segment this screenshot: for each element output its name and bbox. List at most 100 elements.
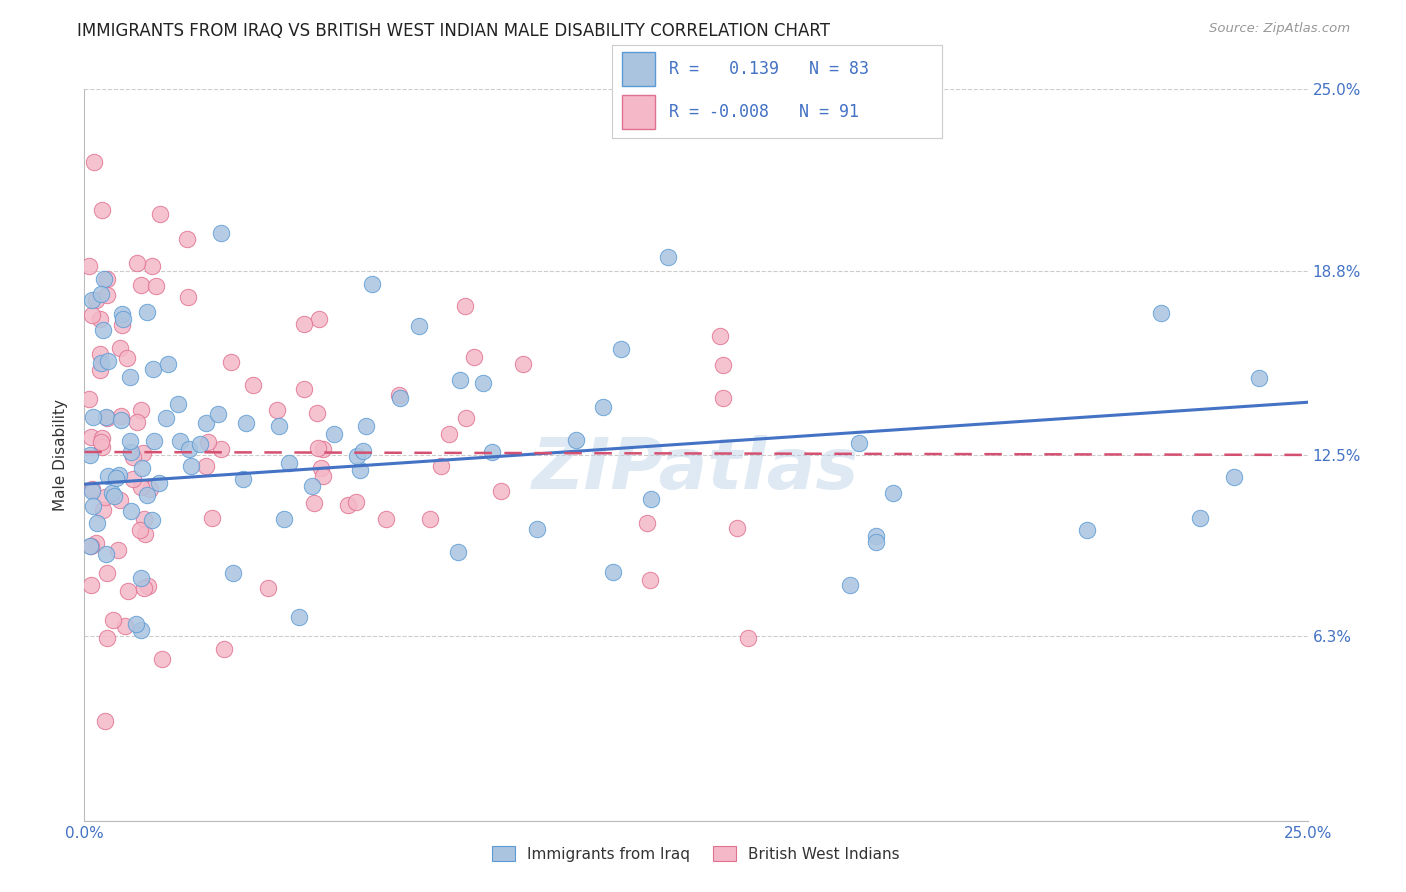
Point [848,436,870,450]
Point [82,482,104,496]
Point [142,361,165,376]
Point [111,318,134,333]
Point [110,413,132,427]
Point [107,543,129,558]
Point [136,579,159,593]
Point [90,287,112,301]
Y-axis label: Male Disability: Male Disability [53,399,69,511]
Point [449,373,471,387]
Point [125,256,148,270]
Point [94,714,117,728]
Point [103,489,125,503]
Point [155,410,177,425]
Point [79,392,101,406]
Point [709,329,731,343]
Point [84,535,107,549]
Text: ZIPatlas: ZIPatlas [533,435,859,504]
Point [288,610,311,624]
Point [120,504,142,518]
Point [108,341,131,355]
Point [125,416,148,430]
Point [176,232,198,246]
Point [865,535,887,549]
Point [882,486,904,500]
Point [312,468,335,483]
Text: R =   0.139   N = 83: R = 0.139 N = 83 [669,60,869,78]
Point [134,581,156,595]
Point [180,458,202,473]
Point [481,445,503,459]
Point [110,493,132,508]
Point [136,304,159,318]
Point [195,416,218,430]
Point [91,323,114,337]
Point [96,631,118,645]
Point [169,434,191,448]
Point [115,351,138,365]
Point [737,631,759,645]
Point [207,407,229,421]
Point [312,442,335,456]
Point [346,449,368,463]
Point [96,566,118,580]
Point [337,498,360,512]
Point [419,511,441,525]
Point [1223,470,1246,484]
Point [408,318,430,333]
Point [292,382,315,396]
Point [89,363,111,377]
Point [463,351,485,365]
Point [429,458,451,473]
Legend: Immigrants from Iraq, British West Indians: Immigrants from Iraq, British West India… [486,839,905,868]
Point [602,565,624,579]
Text: Source: ZipAtlas.com: Source: ZipAtlas.com [1209,22,1350,36]
Point [489,484,512,499]
Point [89,311,111,326]
Point [148,476,170,491]
Point [93,502,115,516]
Point [375,512,398,526]
Point [212,642,235,657]
Point [80,540,103,554]
Point [141,513,163,527]
Point [131,446,153,460]
Bar [621,95,655,129]
Point [636,516,658,531]
Point [725,521,748,535]
Point [129,277,152,292]
Point [640,491,662,506]
Point [526,522,548,536]
Point [120,445,142,459]
Point [90,431,112,445]
Point [122,450,145,464]
Point [83,155,105,169]
Point [1188,511,1211,525]
Bar [621,52,655,86]
Point [1150,306,1173,320]
Point [349,463,371,477]
Point [188,437,211,451]
Point [96,272,118,286]
Point [90,356,112,370]
Point [839,578,862,592]
Point [80,430,103,444]
Point [711,392,734,406]
Point [96,411,118,425]
Point [94,410,117,425]
Point [269,419,291,434]
Point [79,259,101,273]
Point [322,426,344,441]
Point [308,312,330,326]
Point [242,377,264,392]
Point [120,434,142,448]
Point [657,250,679,264]
Point [273,512,295,526]
Point [132,512,155,526]
Point [219,355,242,369]
Point [344,495,367,509]
Point [471,376,494,390]
Point [388,391,411,405]
Point [304,495,326,509]
Point [865,529,887,543]
Point [135,487,157,501]
